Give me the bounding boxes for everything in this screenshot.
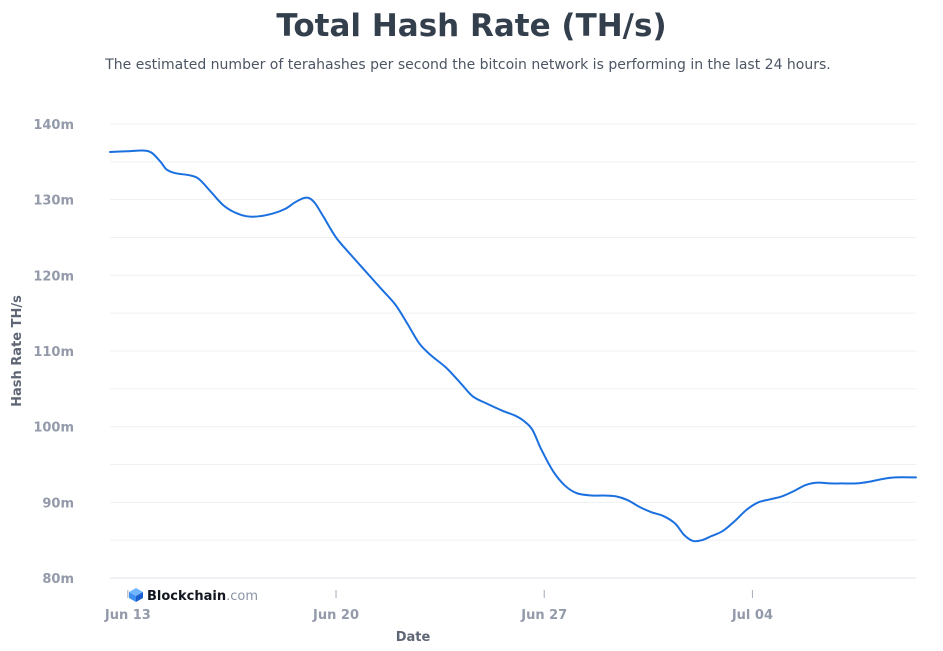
x-tick-label: Jun 20 bbox=[312, 608, 359, 623]
hash-rate-line bbox=[109, 149, 917, 543]
y-tick-label: 110m bbox=[33, 345, 74, 360]
y-tick-label: 120m bbox=[33, 269, 74, 284]
chart-title: Total Hash Rate (TH/s) bbox=[276, 8, 667, 44]
y-axis-title: Hash Rate TH/s bbox=[10, 295, 25, 407]
y-tick-label: 140m bbox=[33, 118, 74, 133]
x-tick-label: Jul 04 bbox=[731, 608, 773, 623]
blockchain-logo-icon bbox=[129, 588, 143, 602]
x-tick-label: Jun 13 bbox=[104, 608, 151, 623]
chart-subtitle: The estimated number of terahashes per s… bbox=[105, 57, 831, 73]
blockchain-logo-text: Blockchain.com bbox=[147, 589, 258, 604]
x-tick-label: Jun 27 bbox=[520, 608, 567, 623]
y-tick-label: 130m bbox=[33, 194, 74, 209]
brand-name: Blockchain bbox=[147, 589, 226, 604]
brand-suffix: .com bbox=[226, 589, 258, 604]
chart-grid bbox=[110, 123, 916, 579]
x-axis-ticks: Jun 13 Jun 20 Jun 27 Jul 04 bbox=[104, 590, 773, 623]
y-tick-label: 90m bbox=[42, 496, 74, 511]
y-tick-label: 100m bbox=[33, 421, 74, 436]
y-axis-ticks: 140m 130m 120m 110m 100m 90m 80m bbox=[33, 118, 74, 587]
x-axis-title: Date bbox=[396, 630, 431, 645]
blockchain-logo: Blockchain.com bbox=[129, 588, 258, 604]
y-tick-label: 80m bbox=[42, 572, 74, 587]
